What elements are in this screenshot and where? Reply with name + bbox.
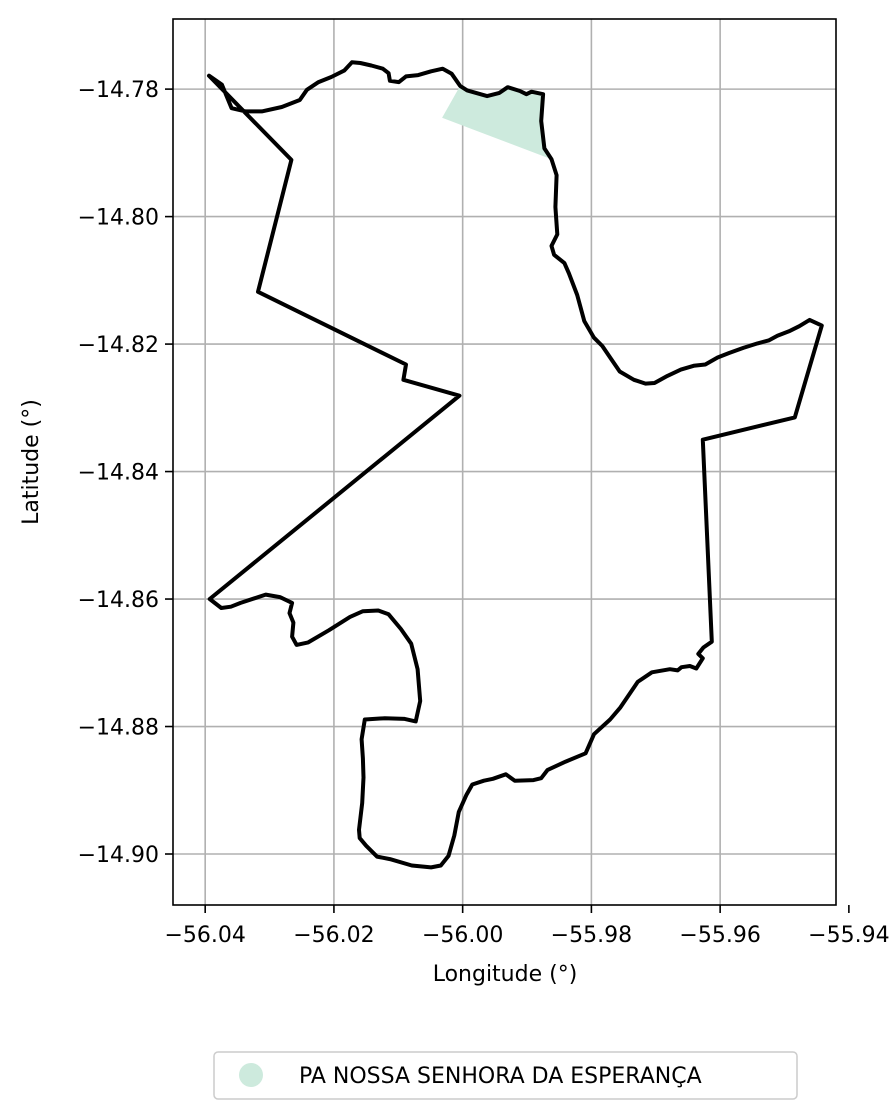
- legend-box: [213, 1051, 798, 1100]
- x-axis-label: Longitude (°): [433, 962, 578, 987]
- legend-marker: [239, 1063, 263, 1087]
- boundary-outline: [207, 60, 824, 870]
- x-tick-label: −55.94: [808, 923, 889, 948]
- y-tick-label: −14.82: [78, 333, 159, 358]
- y-tick-label: −14.84: [78, 461, 159, 486]
- x-axis-ticks: −56.04 −56.02 −56.00 −55.98 −55.96 −55.94: [164, 905, 890, 948]
- x-tick-label: −55.96: [679, 923, 760, 948]
- x-tick-label: −56.00: [422, 923, 503, 948]
- x-tick-label: −56.04: [164, 923, 245, 948]
- legend: PA NOSSA SENHORA DA ESPERANÇA: [213, 1051, 798, 1100]
- y-tick-label: −14.90: [78, 843, 159, 868]
- filled-area-polygon: [442, 85, 552, 160]
- filled-area-layer: [442, 85, 552, 160]
- legend-label: PA NOSSA SENHORA DA ESPERANÇA: [299, 1064, 702, 1089]
- x-tick-label: −56.02: [293, 923, 374, 948]
- y-tick-label: −14.78: [78, 78, 159, 103]
- y-tick-label: −14.86: [78, 588, 159, 613]
- x-tick-label: −55.98: [551, 923, 632, 948]
- y-axis-label: Latitude (°): [19, 399, 44, 525]
- plot-frame: [172, 18, 837, 906]
- boundary-layer: [207, 60, 824, 870]
- y-tick-label: −14.80: [78, 206, 159, 231]
- y-tick-label: −14.88: [78, 716, 159, 741]
- y-axis-ticks: −14.78 −14.80 −14.82 −14.84 −14.86 −14.88 −14.…: [78, 78, 173, 868]
